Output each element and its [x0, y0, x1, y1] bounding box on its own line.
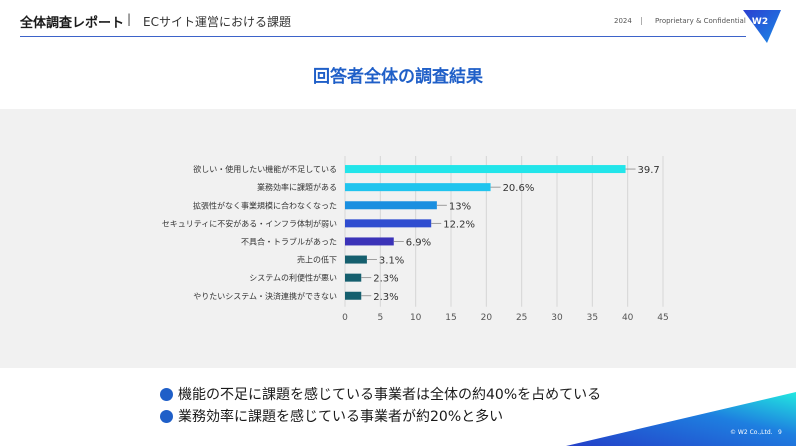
bar [345, 201, 437, 210]
bar-chart: 0 5 10 15 20 25 30 35 40 45 欲しい・使用したい機能が不足している 39.7… [162, 156, 669, 323]
data-label: 39.7 [638, 165, 660, 176]
title-separator: | [127, 12, 132, 26]
data-label: 3.1% [379, 256, 404, 267]
w2-logo-icon: W2 [743, 10, 781, 43]
x-tick-label: 25 [516, 313, 527, 323]
meta-separator: | [640, 16, 643, 25]
x-tick-label: 15 [445, 313, 456, 323]
data-label: 20.6% [503, 183, 535, 194]
category-label: 不具合・トラブルがあった [241, 236, 337, 246]
category-label: 欲しい・使用したい機能が不足している [193, 164, 337, 174]
report-subtitle: ECサイト運営における課題 [143, 15, 291, 29]
category-label: セキュリティに不安がある・インフラ体制が弱い [162, 218, 337, 228]
bullet-text: 業務効率に課題を感じている事業者が約20%と多い [178, 409, 504, 425]
bullet-dot-icon [160, 409, 173, 423]
x-tick-label: 10 [410, 313, 422, 323]
confidential-label: Proprietary & Confidential [655, 17, 746, 25]
data-label: 12.2% [443, 219, 475, 230]
category-label: システムの利便性が悪い [249, 273, 337, 283]
category-label: 売上の低下 [297, 255, 337, 265]
data-label: 13% [449, 201, 471, 212]
bullet-item: 業務効率に課題を感じている事業者が約20%と多い [160, 405, 601, 427]
copyright: © W2 Co.,Ltd. [730, 429, 773, 436]
bar [345, 219, 432, 228]
category-label: 業務効率に課題がある [257, 182, 337, 192]
data-label: 6.9% [406, 237, 431, 248]
page-number: 9 [778, 429, 782, 436]
data-label: 2.3% [373, 274, 398, 285]
bullet-item: 機能の不足に課題を感じている事業者は全体の約40%を占めている [160, 383, 601, 405]
page-title: 回答者全体の調査結果 [313, 67, 483, 87]
x-tick-label: 40 [622, 313, 634, 323]
report-year: 2024 [614, 17, 632, 25]
bar [345, 273, 362, 282]
bullet-dot-icon [160, 387, 173, 401]
bullet-text: 機能の不足に課題を感じている事業者は全体の約40%を占めている [178, 387, 602, 403]
x-tick-label: 0 [342, 313, 348, 323]
category-label: やりたいシステム・決済連携ができない [193, 291, 337, 301]
x-tick-label: 30 [551, 313, 563, 323]
x-tick-label: 35 [587, 313, 598, 323]
x-tick-label: 5 [377, 313, 383, 323]
bar [345, 165, 626, 174]
footer-decoration [566, 392, 796, 446]
data-label: 2.3% [373, 292, 398, 303]
bar [345, 183, 491, 192]
x-tick-label: 45 [657, 313, 668, 323]
bar [345, 291, 362, 300]
bullet-list: 機能の不足に課題を感じている事業者は全体の約40%を占めている 業務効率に課題を… [160, 383, 601, 427]
header-divider [20, 36, 746, 37]
bar [345, 237, 394, 246]
category-label: 拡張性がなく事業規模に合わなくなった [193, 200, 337, 210]
header: 全体調査レポート | ECサイト運営における課題 2024 | Propriet… [0, 0, 796, 43]
bar [345, 255, 367, 264]
x-tick-label: 20 [481, 313, 493, 323]
logo-text: W2 [752, 17, 768, 27]
report-title: 全体調査レポート [20, 16, 125, 31]
